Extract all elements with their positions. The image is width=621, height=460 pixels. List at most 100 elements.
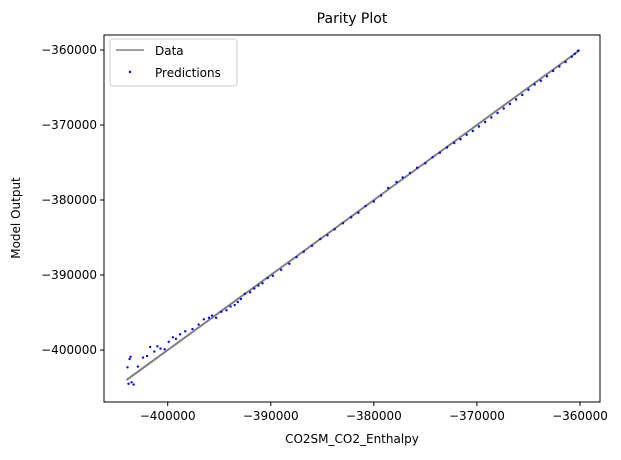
prediction-point xyxy=(333,228,336,231)
prediction-point xyxy=(459,138,462,141)
x-tick-label: −360000 xyxy=(552,409,608,423)
prediction-point xyxy=(214,316,218,319)
prediction-point xyxy=(220,310,223,313)
prediction-point xyxy=(184,330,187,333)
prediction-point xyxy=(236,300,239,304)
legend-label-predictions: Predictions xyxy=(155,66,221,80)
prediction-point xyxy=(364,204,367,208)
x-tick-label: −370000 xyxy=(449,409,505,423)
prediction-point xyxy=(253,287,256,290)
prediction-point xyxy=(243,292,247,295)
prediction-point xyxy=(431,156,434,159)
prediction-point xyxy=(229,305,232,308)
prediction-point xyxy=(145,354,149,358)
prediction-point xyxy=(453,141,456,145)
x-tick-label: −380000 xyxy=(346,409,402,423)
prediction-point xyxy=(527,88,530,91)
prediction-point xyxy=(415,166,419,169)
prediction-point xyxy=(129,355,132,358)
y-tick-label: −360000 xyxy=(41,43,97,57)
prediction-point xyxy=(127,382,130,385)
prediction-point xyxy=(357,211,360,214)
prediction-point xyxy=(266,276,269,280)
prediction-point xyxy=(295,255,298,259)
prediction-point xyxy=(207,316,211,319)
prediction-point xyxy=(171,336,175,339)
prediction-point xyxy=(141,356,145,359)
prediction-point xyxy=(210,314,214,317)
prediction-point xyxy=(570,55,573,58)
prediction-point xyxy=(564,60,567,64)
prediction-point xyxy=(279,268,283,271)
prediction-point xyxy=(372,200,376,203)
y-tick-label: −370000 xyxy=(41,118,97,132)
prediction-point xyxy=(533,83,536,86)
y-tick-label: −390000 xyxy=(41,268,97,282)
prediction-point xyxy=(130,381,133,384)
prediction-point xyxy=(477,125,481,128)
prediction-point xyxy=(395,180,398,184)
prediction-point xyxy=(379,194,383,197)
prediction-point xyxy=(539,79,543,82)
prediction-point xyxy=(128,357,131,361)
prediction-point xyxy=(424,162,427,165)
data-line xyxy=(125,49,581,381)
prediction-point xyxy=(153,350,156,353)
y-axis-label: Model Output xyxy=(9,177,23,259)
axes-frame xyxy=(103,34,601,403)
prediction-point xyxy=(191,327,194,331)
prediction-point xyxy=(167,340,170,343)
y-tick-label: −380000 xyxy=(41,193,97,207)
prediction-point xyxy=(408,171,412,175)
prediction-point xyxy=(508,102,512,106)
prediction-point xyxy=(233,303,236,307)
prediction-point xyxy=(401,176,404,179)
x-tick-label: −400000 xyxy=(140,409,196,423)
prediction-point xyxy=(310,244,314,247)
prediction-point xyxy=(257,284,260,287)
prediction-point xyxy=(202,318,205,321)
x-tick-label: −390000 xyxy=(243,409,299,423)
prediction-point xyxy=(502,107,505,110)
prediction-point xyxy=(148,345,152,349)
prediction-point xyxy=(239,297,243,301)
prediction-point xyxy=(163,348,166,351)
prediction-point xyxy=(326,234,329,237)
prediction-point xyxy=(341,222,345,225)
prediction-point xyxy=(156,345,159,348)
prediction-point xyxy=(514,98,518,101)
legend: Data Predictions xyxy=(109,38,238,87)
prediction-point xyxy=(302,250,305,253)
prediction-point xyxy=(159,347,162,350)
prediction-point xyxy=(496,111,499,115)
legend-marker-swatch xyxy=(128,70,132,74)
prediction-point xyxy=(445,146,449,149)
prediction-point xyxy=(178,333,182,336)
prediction-point xyxy=(576,49,580,52)
x-axis-label: CO2SM_CO2_Enthalpy xyxy=(285,432,419,446)
prediction-point xyxy=(288,262,291,265)
prediction-point xyxy=(349,216,353,219)
prediction-point xyxy=(136,365,140,368)
prediction-point xyxy=(471,129,475,133)
prediction-point xyxy=(521,93,524,97)
prediction-point xyxy=(248,291,252,294)
prediction-point xyxy=(438,151,442,154)
prediction-point xyxy=(271,274,275,277)
y-tick-label: −400000 xyxy=(41,343,97,357)
prediction-point xyxy=(387,186,390,190)
prediction-point xyxy=(225,309,228,312)
prediction-point xyxy=(174,337,178,340)
prediction-point xyxy=(197,323,200,326)
prediction-point xyxy=(558,65,561,68)
prediction-point xyxy=(465,133,468,136)
plot-area: −400000 −390000 −380000 −370000 −360000 −4000… xyxy=(41,34,608,423)
prediction-point xyxy=(483,120,487,124)
chart-title: Parity Plot xyxy=(317,11,388,27)
prediction-point xyxy=(552,69,555,73)
prediction-point xyxy=(573,52,577,55)
prediction-point xyxy=(132,383,135,386)
prediction-point xyxy=(545,75,549,78)
